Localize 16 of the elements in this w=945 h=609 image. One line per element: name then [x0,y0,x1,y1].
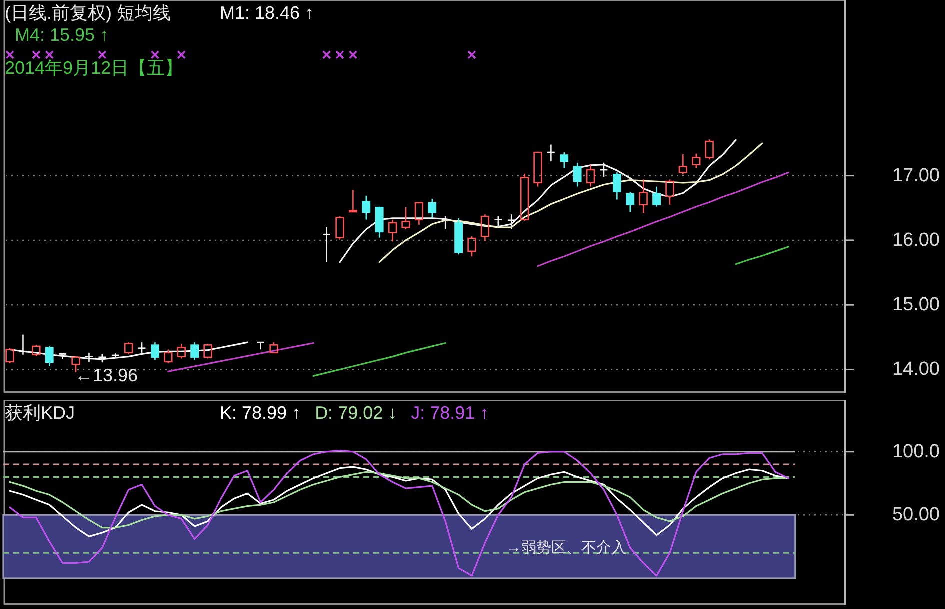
tick-label: 15.00 [892,294,940,316]
tick-label: 17.00 [892,165,940,186]
subtitle: 2014年9月12日【五】 [5,58,184,78]
title: 获利KDJ [5,403,76,423]
series-name: K: 78.99 ↑ [220,403,302,423]
series-name: M1: 18.46 ↑ [220,3,314,23]
tick-label: 100.0 [892,441,940,462]
title: (日线.前复权) 短均线 [5,3,171,23]
series-name: M4: 15.95 ↑ [15,25,110,45]
series-name: D: 79.02 ↓ [315,403,398,423]
tick-label: 14.00 [892,359,940,380]
series-name: J: 78.91 ↑ [411,403,490,423]
annotation: ←13.96 [75,365,138,386]
band-label: →弱势区、不介入 [506,539,626,556]
tick-label: 50.00 [892,504,940,526]
tick-label: 16.00 [892,230,940,251]
